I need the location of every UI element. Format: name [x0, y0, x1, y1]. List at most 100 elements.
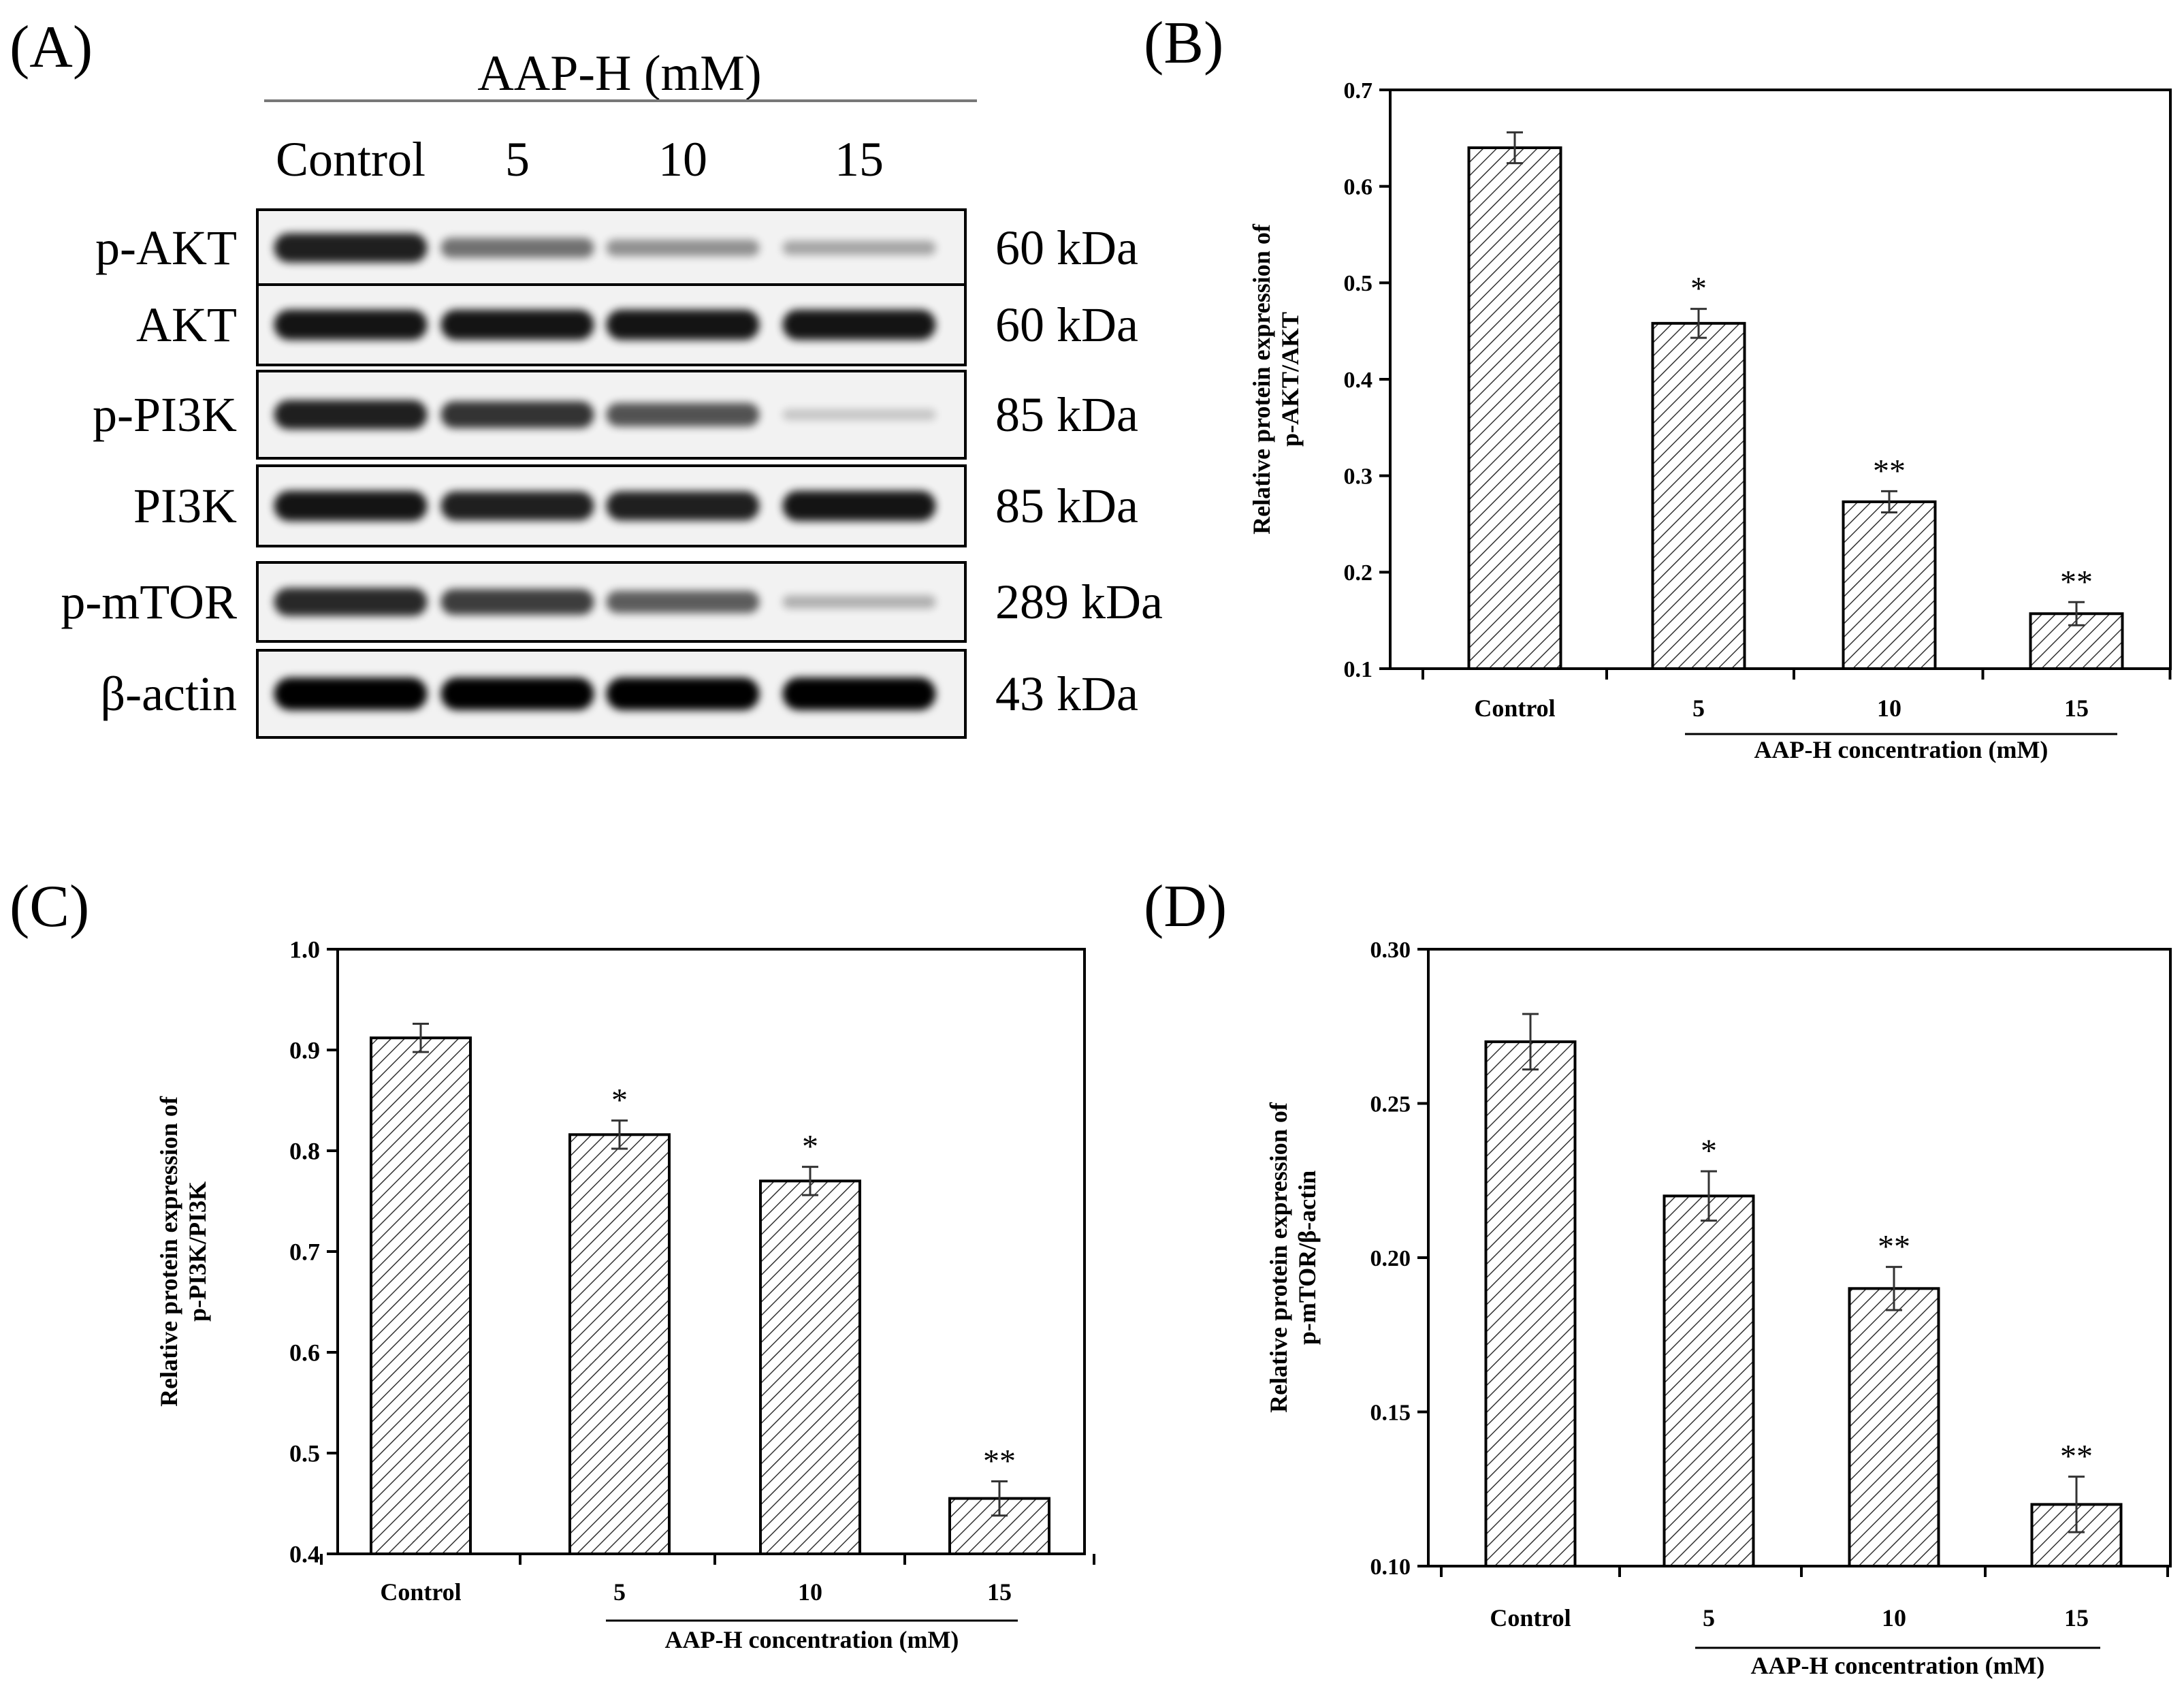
y-axis-label: Relative protein expression of p-mTOR/β-a… [1265, 1102, 1321, 1413]
significance-marker: * [1690, 271, 1707, 307]
x-axis-label: AAP-H concentration (mM) [1751, 1652, 2045, 1679]
x-category-label: Control [1490, 1604, 1571, 1631]
bar-chart: (D) 0.10 0.15 0.20 0.25 0.30 Relative protein … [1144, 874, 2172, 1679]
significance-marker: * [1701, 1133, 1717, 1169]
significance-marker: * [802, 1129, 818, 1165]
blot-band [782, 409, 936, 420]
blot-band [274, 233, 428, 263]
y-tick-label: 0.6 [1344, 175, 1373, 200]
y-tick-label: 0.8 [289, 1138, 320, 1165]
bar [1467, 146, 1562, 670]
y-axis-label-line: Relative protein expression of [155, 1096, 182, 1407]
y-tick-label: 0.6 [289, 1339, 320, 1367]
blot-rows: p-AKT 60 kDa AKT 60 kDa p-PI3K 85 kDa PI3K 85 k… [61, 208, 1163, 739]
blot-lane-label: 15 [835, 132, 884, 187]
bar [1842, 500, 1937, 671]
bar [1651, 321, 1746, 670]
blot-row: p-PI3K 85 kDa [93, 370, 1138, 460]
blot-protein-label: AKT [136, 298, 237, 352]
blot-band [440, 401, 594, 428]
x-category-label: 15 [2064, 1604, 2089, 1631]
blot-band [440, 589, 594, 615]
blot-band [440, 238, 594, 258]
bar [370, 1036, 472, 1555]
y-tick-label: 0.5 [289, 1440, 320, 1467]
y-tick-label: 1.0 [289, 936, 320, 964]
blot-row: p-AKT 60 kDa [95, 208, 1138, 287]
x-axis-label: AAP-H concentration (mM) [1754, 736, 2049, 763]
x-axis-label: AAP-H concentration (mM) [665, 1626, 959, 1653]
y-tick-label: 0.2 [1344, 560, 1373, 586]
blot-row: β-actin 43 kDa [100, 649, 1138, 739]
x-category-label: 10 [1877, 695, 1901, 722]
blot-band [274, 490, 428, 522]
blot-treatment-header: AAP-H (mM) [477, 46, 761, 101]
y-tick-label: 0.15 [1370, 1400, 1411, 1425]
x-category-label: 15 [2064, 695, 2089, 722]
blot-band [274, 309, 428, 340]
panel-label: (C) [10, 874, 89, 940]
blot-band [606, 491, 760, 521]
y-tick-label: 0.3 [1344, 464, 1373, 490]
blot-lane-labels: Control 5 10 15 [276, 132, 884, 187]
blot-band [606, 239, 760, 257]
quantification-charts: (B) 0.1 0.2 0.3 0.4 0.5 0.6 0.7 Relative protein… [10, 10, 2172, 1679]
x-category-label: 10 [1882, 1604, 1906, 1631]
significance-marker: ** [2060, 564, 2093, 600]
significance-marker: ** [983, 1443, 1016, 1479]
y-tick-label: 0.1 [1344, 657, 1373, 682]
significance-marker: ** [1873, 453, 1906, 489]
significance-marker: * [611, 1083, 628, 1119]
panel-label: (D) [1144, 874, 1227, 940]
significance-marker: ** [2060, 1439, 2093, 1475]
blot-band [274, 588, 428, 616]
y-axis-label-line: p-AKT/AKT [1276, 312, 1304, 447]
blot-size-label: 60 kDa [995, 298, 1138, 352]
y-tick-label: 0.4 [289, 1541, 320, 1568]
panel-label-a: (A) [10, 14, 93, 80]
x-category-label: Control [380, 1578, 461, 1606]
blot-protein-label: p-PI3K [93, 387, 237, 442]
blot-band [782, 240, 936, 255]
bar [1663, 1194, 1755, 1567]
blot-row: p-mTOR 289 kDa [61, 561, 1163, 643]
blot-row: AKT 60 kDa [136, 283, 1138, 366]
y-axis-label: Relative protein expression of p-AKT/AKT [1248, 223, 1304, 535]
significance-marker: ** [1878, 1229, 1910, 1265]
x-category-label: 5 [613, 1578, 626, 1606]
blot-size-label: 60 kDa [995, 221, 1138, 275]
blot-lane-label: 5 [505, 132, 530, 187]
blot-band [440, 309, 594, 340]
blot-band [606, 590, 760, 614]
y-tick-label: 0.7 [1344, 78, 1373, 103]
blot-band [782, 309, 936, 340]
blot-band [274, 400, 428, 430]
y-tick-label: 0.5 [1344, 271, 1373, 296]
bar-chart: (C) 0.4 0.5 0.6 0.7 0.8 0.9 1.0 Relative protein… [10, 874, 1095, 1653]
x-category-label: 5 [1692, 695, 1705, 722]
y-axis-label-line: Relative protein expression of [1265, 1102, 1292, 1413]
x-category-label: 10 [798, 1578, 822, 1606]
blot-lane-label: Control [276, 132, 425, 187]
blot-band [606, 678, 760, 710]
blot-band [274, 678, 428, 710]
blot-size-label: 43 kDa [995, 667, 1138, 721]
blot-lane-label: 10 [658, 132, 707, 187]
x-category-label: 15 [987, 1578, 1012, 1606]
bar-chart: (B) 0.1 0.2 0.3 0.4 0.5 0.6 0.7 Relative protein… [1144, 10, 2172, 763]
blot-row: PI3K 85 kDa [133, 464, 1138, 547]
blot-band [440, 491, 594, 521]
blot-band [606, 309, 760, 340]
y-tick-label: 0.30 [1370, 938, 1411, 963]
bar [759, 1179, 861, 1555]
blot-band [440, 678, 594, 710]
y-tick-label: 0.4 [1344, 368, 1373, 393]
y-axis-label: Relative protein expression of p-PI3K/PI3… [155, 1096, 211, 1407]
y-tick-label: 0.25 [1370, 1092, 1411, 1117]
blot-size-label: 85 kDa [995, 387, 1138, 442]
panel-label: (B) [1144, 10, 1223, 76]
y-axis-label-line: Relative protein expression of [1248, 223, 1275, 535]
blot-protein-label: PI3K [133, 479, 237, 533]
blot-band [782, 490, 936, 522]
